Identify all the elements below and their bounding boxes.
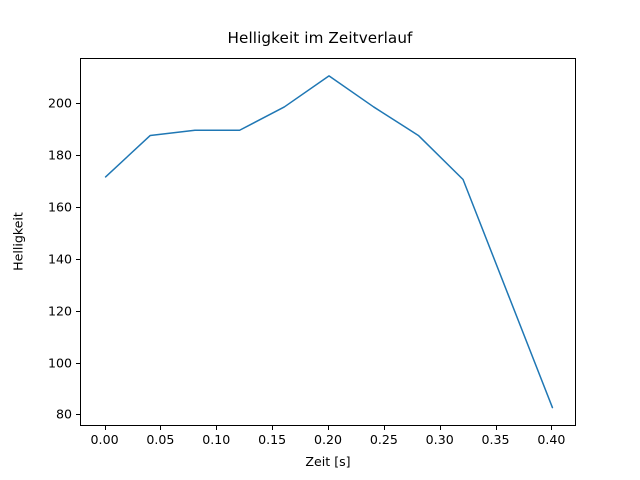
x-tick-label: 0.20 — [313, 432, 343, 447]
x-tick-label: 0.35 — [481, 432, 510, 447]
x-tick-label: 0.15 — [258, 432, 287, 447]
y-tick-label: 120 — [47, 303, 72, 319]
y-tick-label: 160 — [47, 199, 72, 215]
x-axis-label: Zeit [s] — [305, 454, 351, 469]
y-axis-label: Helligkeit — [10, 212, 26, 271]
x-tick-label: 0.00 — [90, 432, 119, 447]
plot-area — [80, 58, 576, 426]
x-tick-label: 0.30 — [425, 432, 454, 447]
y-tick-mark — [76, 362, 80, 364]
y-tick-label: 180 — [47, 147, 72, 163]
y-tick-mark — [76, 258, 80, 260]
x-tick-label: 0.25 — [369, 432, 398, 447]
y-tick-mark — [76, 155, 80, 157]
x-tick-mark — [495, 426, 497, 430]
y-tick-label: 200 — [47, 95, 72, 111]
x-tick-mark — [216, 426, 218, 430]
y-tick-mark — [76, 310, 80, 312]
y-tick-label: 80 — [55, 406, 72, 422]
x-tick-label: 0.10 — [202, 432, 231, 447]
series-line-helligkeit — [104, 75, 554, 409]
page-title: Helligkeit im Zeitverlauf — [227, 29, 413, 47]
y-tick-label: 140 — [47, 251, 72, 267]
x-tick-mark — [160, 426, 162, 430]
y-tick-label: 100 — [47, 355, 72, 370]
x-tick-mark — [439, 426, 441, 430]
x-tick-mark — [328, 426, 329, 430]
x-tick-mark — [383, 426, 385, 430]
x-tick-mark — [551, 426, 553, 430]
x-tick-mark — [272, 426, 274, 430]
data-line-svg — [104, 75, 554, 409]
x-tick-label: 0.05 — [146, 432, 175, 447]
y-tick-mark — [76, 207, 80, 208]
y-tick-mark — [76, 103, 80, 105]
y-axis-ticks: 80 100 120 140 160 180 200 — [10, 0, 72, 480]
y-tick-mark — [76, 414, 80, 416]
x-tick-mark — [104, 426, 106, 430]
x-tick-label: 0.40 — [537, 432, 566, 447]
